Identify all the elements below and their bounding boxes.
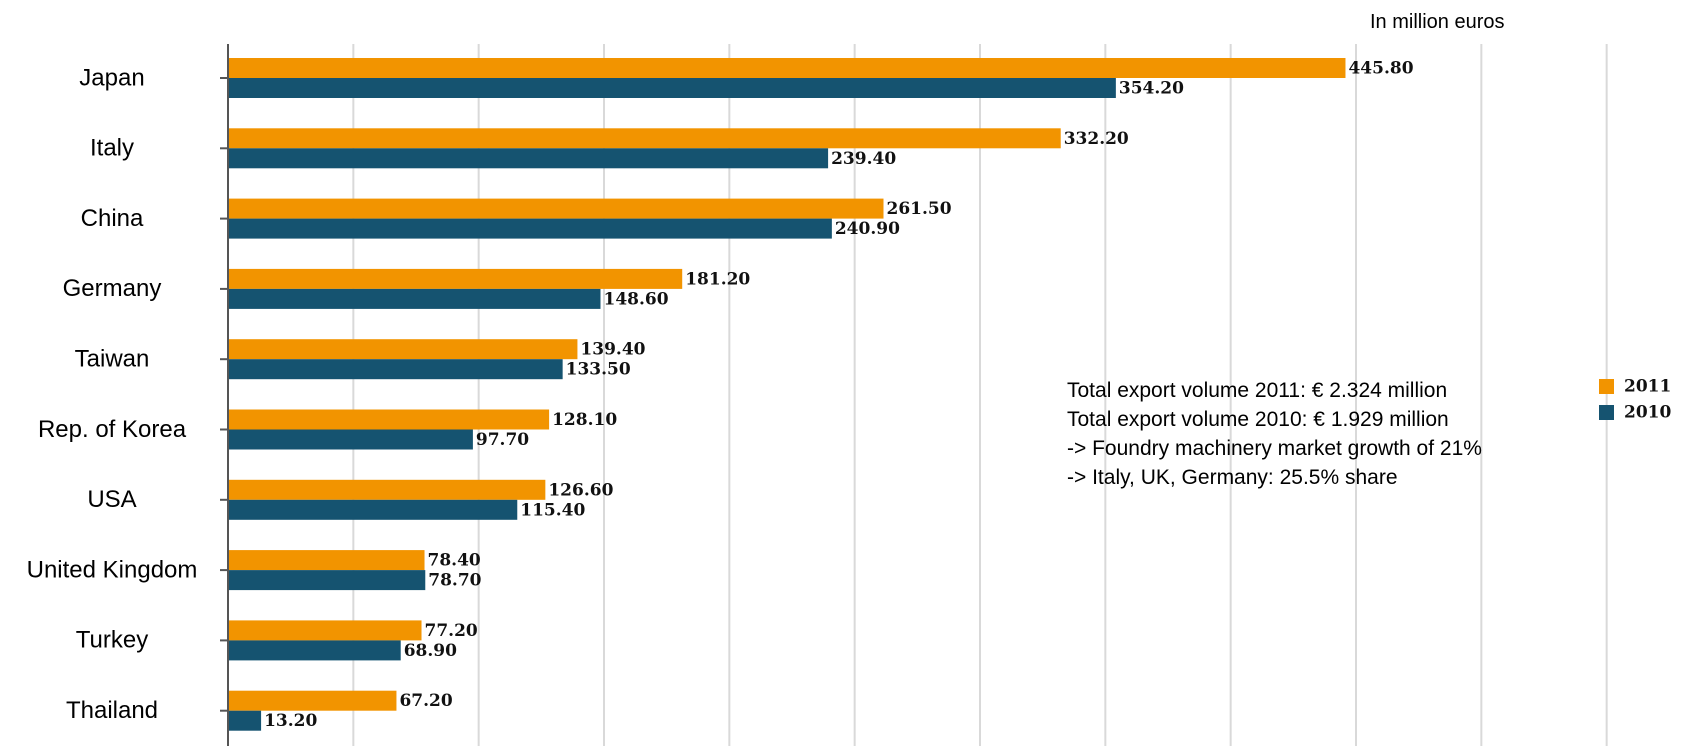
data-label-2010: 354.20 xyxy=(1119,79,1184,99)
bar-2010 xyxy=(228,148,829,169)
category-label: China xyxy=(81,205,144,232)
bar-2010 xyxy=(228,570,426,591)
category-label: Turkey xyxy=(76,627,148,654)
unit-label: In million euros xyxy=(1370,11,1505,33)
bar-2011 xyxy=(228,128,1061,149)
bar-2011 xyxy=(228,198,884,219)
bar-2011 xyxy=(228,268,683,289)
bar-2011 xyxy=(228,339,578,360)
y-axis xyxy=(220,44,229,746)
category-label: United Kingdom xyxy=(27,556,198,583)
data-label-2011: 77.20 xyxy=(425,621,478,641)
bar-2011 xyxy=(228,479,546,500)
category-label: Taiwan xyxy=(75,346,150,373)
category-label: Italy xyxy=(90,135,134,162)
category-label: USA xyxy=(87,486,136,513)
note-line: -> Foundry machinery market growth of 21… xyxy=(1067,437,1482,460)
data-label-2011: 445.80 xyxy=(1348,59,1413,79)
bar-2011 xyxy=(228,550,425,571)
data-label-2011: 261.50 xyxy=(886,199,951,219)
bar-2011 xyxy=(228,58,1346,78)
category-label: Rep. of Korea xyxy=(38,416,187,443)
data-label-2011: 181.20 xyxy=(685,269,750,289)
bar-2010 xyxy=(228,288,601,309)
category-labels: Japan Italy China Germany Taiwan Rep. of Kore… xyxy=(27,64,198,724)
legend-label-2011: 2011 xyxy=(1624,377,1671,397)
note-line: -> Italy, UK, Germany: 25.5% share xyxy=(1067,466,1398,489)
data-label-2011: 78.40 xyxy=(428,551,481,571)
data-label-2010: 133.50 xyxy=(566,360,631,380)
legend-label-2010: 2010 xyxy=(1624,403,1671,423)
category-label: Thailand xyxy=(66,697,158,724)
data-label-2010: 78.70 xyxy=(428,571,481,591)
bar-2010 xyxy=(228,710,262,731)
data-label-2011: 332.20 xyxy=(1064,129,1129,149)
data-label-2010: 68.90 xyxy=(404,641,457,661)
bar-2010 xyxy=(228,78,1116,98)
data-label-2011: 126.60 xyxy=(548,480,613,500)
data-label-2010: 97.70 xyxy=(476,430,529,450)
summary-notes: Total export volume 2011: € 2.324 millio… xyxy=(1067,376,1482,492)
bar-2010 xyxy=(228,499,518,520)
note-line: Total export volume 2011: € 2.324 millio… xyxy=(1067,379,1448,402)
data-label-2011: 67.20 xyxy=(399,691,452,711)
note-line: Total export volume 2010: € 1.929 millio… xyxy=(1067,408,1449,431)
bar-2011 xyxy=(228,620,422,641)
bar-2011 xyxy=(228,409,550,430)
data-label-2010: 148.60 xyxy=(603,289,668,309)
data-label-2011: 128.10 xyxy=(552,410,617,430)
category-label: Japan xyxy=(79,64,144,91)
data-label-2011: 139.40 xyxy=(580,340,645,360)
data-label-2010: 240.90 xyxy=(835,219,900,239)
category-label: Germany xyxy=(63,275,162,302)
legend: 2011 2010 xyxy=(1599,377,1671,423)
legend-swatch-2010 xyxy=(1599,405,1614,420)
legend-swatch-2011 xyxy=(1599,379,1614,394)
data-label-2010: 115.40 xyxy=(520,500,585,520)
bars xyxy=(228,58,1346,731)
bar-2010 xyxy=(228,640,401,661)
bar-2010 xyxy=(228,359,563,380)
bar-2010 xyxy=(228,429,473,450)
data-label-2010: 239.40 xyxy=(831,149,896,169)
bar-2011 xyxy=(228,690,397,711)
data-label-2010: 13.20 xyxy=(264,711,317,731)
bar-2010 xyxy=(228,218,832,239)
